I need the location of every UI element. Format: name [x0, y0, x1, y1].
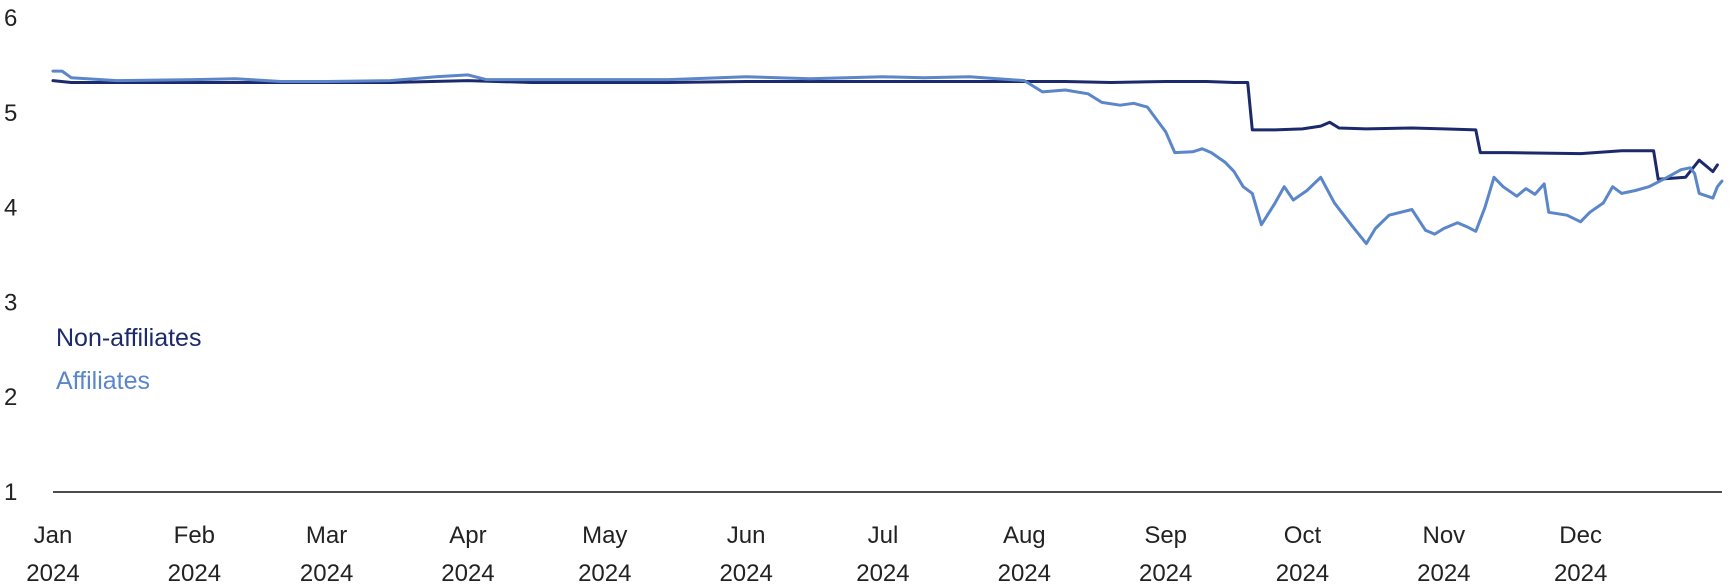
series-lines [51, 69, 1724, 246]
x-tick-month-nov: Nov [1422, 522, 1465, 549]
x-tick-year-aug: 2024 [998, 560, 1051, 584]
y-tick-label-5: 5 [4, 100, 17, 127]
x-tick-month-jan: Jan [34, 522, 73, 549]
x-tick-year-jun: 2024 [719, 560, 772, 584]
legend: Non-affiliates Affiliates [56, 324, 201, 395]
y-tick-label-1: 1 [4, 479, 17, 506]
y-tick-label-4: 4 [4, 195, 17, 222]
x-tick-month-jun: Jun [727, 522, 766, 549]
x-tick-year-sep: 2024 [1139, 560, 1192, 584]
x-tick-month-oct: Oct [1284, 522, 1322, 549]
x-tick-month-apr: Apr [449, 522, 486, 549]
series-line-affiliates [51, 69, 1724, 246]
legend-label-affiliates: Affiliates [56, 367, 150, 395]
x-tick-month-aug: Aug [1003, 522, 1046, 549]
x-tick-month-sep: Sep [1144, 522, 1187, 549]
x-tick-month-feb: Feb [174, 522, 215, 549]
x-tick-year-apr: 2024 [441, 560, 494, 584]
x-tick-year-jan: 2024 [26, 560, 79, 584]
x-axis-tick-labels: Jan 2024 Feb 2024 Mar 2024 Apr 2024 May 2024 Jun 20… [26, 522, 1607, 584]
y-tick-label-6: 6 [4, 5, 17, 32]
x-tick-year-mar: 2024 [300, 560, 353, 584]
legend-label-non-affiliates: Non-affiliates [56, 324, 201, 352]
x-tick-year-feb: 2024 [168, 560, 221, 584]
x-tick-month-may: May [582, 522, 627, 549]
x-tick-month-dec: Dec [1559, 522, 1602, 549]
x-tick-year-nov: 2024 [1417, 560, 1470, 584]
x-tick-month-jul: Jul [868, 522, 899, 549]
y-axis-tick-labels: 1 2 3 4 5 6 [4, 5, 17, 506]
x-tick-year-may: 2024 [578, 560, 631, 584]
y-tick-label-2: 2 [4, 384, 17, 411]
x-tick-year-jul: 2024 [856, 560, 909, 584]
x-tick-year-oct: 2024 [1276, 560, 1329, 584]
x-tick-month-mar: Mar [306, 522, 347, 549]
x-tick-year-dec: 2024 [1554, 560, 1607, 584]
series-line-non-affiliates [51, 79, 1719, 181]
y-tick-label-3: 3 [4, 289, 17, 316]
